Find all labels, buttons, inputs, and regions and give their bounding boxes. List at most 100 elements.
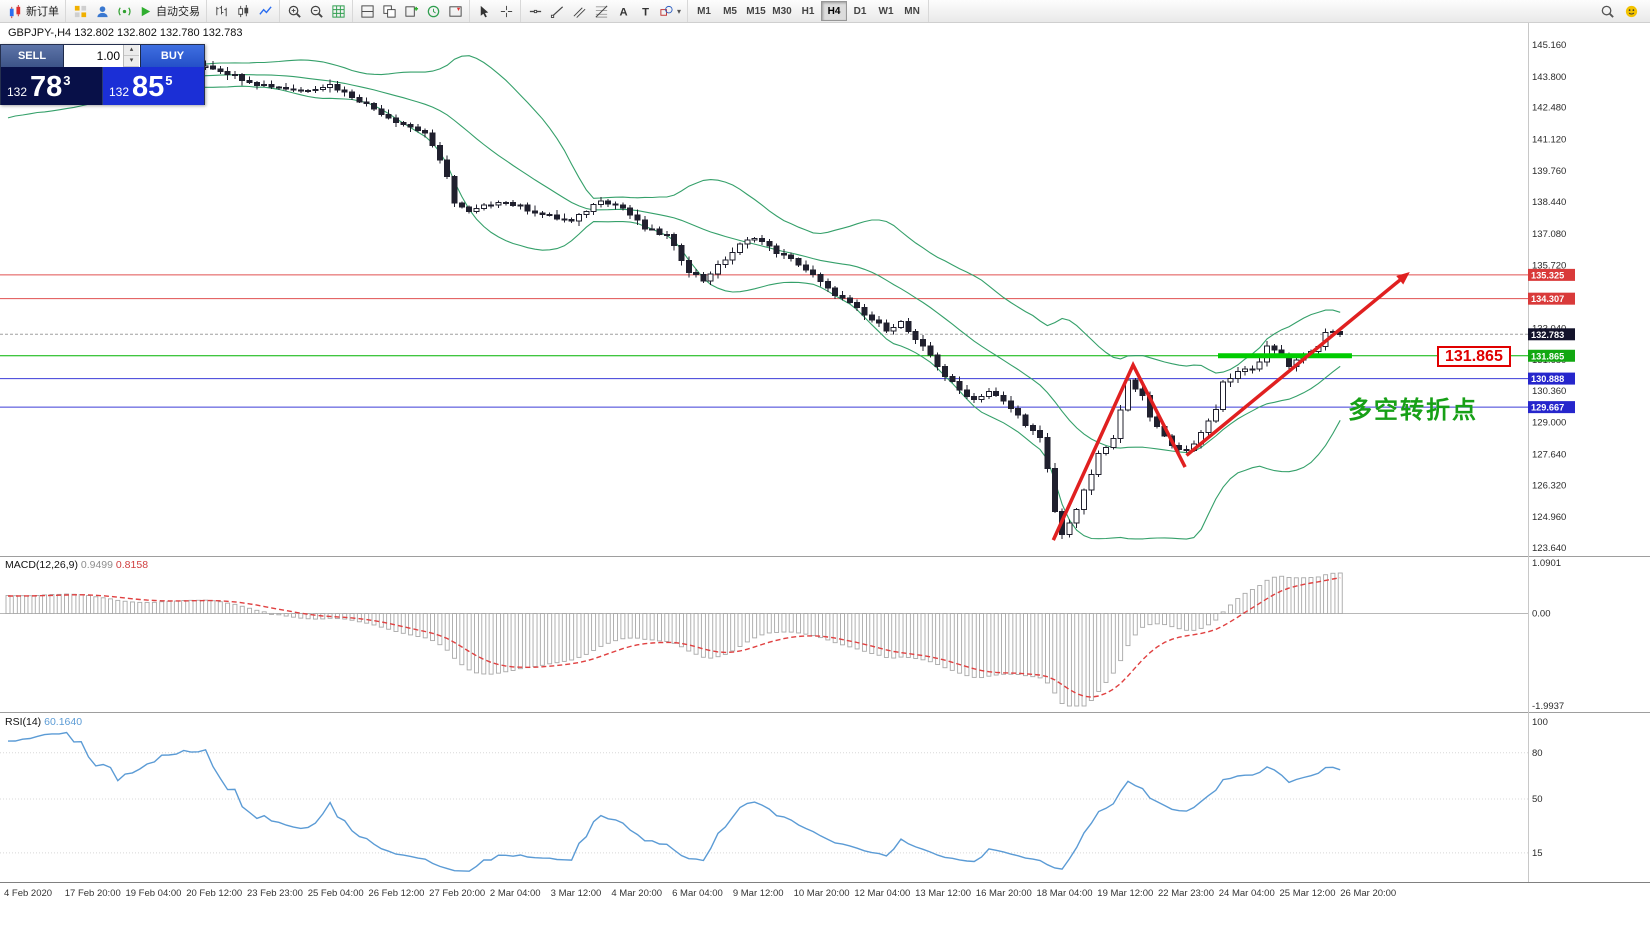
search-button[interactable] bbox=[1596, 1, 1618, 21]
price-badge-132.783 bbox=[1528, 328, 1575, 341]
svg-text:6 Mar 04:00: 6 Mar 04:00 bbox=[672, 888, 723, 899]
buy-price-panel[interactable]: 132 85 5 bbox=[103, 67, 204, 105]
market-watch-button[interactable] bbox=[91, 1, 113, 21]
sell-price-panel[interactable]: 132 78 3 bbox=[1, 67, 103, 105]
volume-decrease-button[interactable]: ▾ bbox=[124, 56, 139, 67]
volume-increase-button[interactable]: ▴ bbox=[124, 45, 139, 56]
svg-text:27 Feb 20:00: 27 Feb 20:00 bbox=[429, 888, 485, 899]
svg-text:141.120: 141.120 bbox=[1532, 134, 1566, 145]
trendline-button[interactable] bbox=[546, 1, 568, 21]
timeframe-M30-button[interactable]: M30 bbox=[769, 1, 795, 21]
channel-button[interactable] bbox=[568, 1, 590, 21]
data-window-button[interactable] bbox=[113, 1, 135, 21]
svg-text:0.00: 0.00 bbox=[1532, 609, 1551, 620]
trend-arrow[interactable] bbox=[1185, 276, 1404, 457]
time-axis[interactable]: 4 Feb 2020 17 Feb 20:00 19 Feb 04:00 20 Feb… bbox=[4, 888, 1396, 899]
timeframe-MN-button[interactable]: MN bbox=[899, 1, 925, 21]
buy-button[interactable]: BUY bbox=[141, 45, 204, 67]
price-pane[interactable] bbox=[0, 55, 1528, 541]
buy-price-main: 85 bbox=[132, 71, 165, 103]
cursor-button[interactable] bbox=[473, 1, 495, 21]
one-click-trading-widget: SELL ▴ ▾ BUY 132 78 3 132 85 5 bbox=[0, 44, 205, 105]
zoom-in-button[interactable] bbox=[283, 1, 305, 21]
macd-pane[interactable]: 1.0901 0.00 -1.9937 bbox=[0, 558, 1564, 712]
text-t-icon: T bbox=[642, 6, 649, 18]
price-axis[interactable]: 145.160 143.800 142.480 141.120 139.760 138.4… bbox=[1528, 40, 1575, 554]
svg-text:80: 80 bbox=[1532, 748, 1543, 759]
timeframe-W1-button[interactable]: W1 bbox=[873, 1, 899, 21]
hline-icon bbox=[529, 9, 541, 13]
svg-text:145.160: 145.160 bbox=[1532, 40, 1566, 51]
new-order-icon bbox=[9, 4, 21, 18]
zoom-out-button[interactable] bbox=[305, 1, 327, 21]
svg-text:T: T bbox=[642, 6, 649, 18]
support-price-tag: 131.865 bbox=[1437, 346, 1511, 367]
zigzag-arrow[interactable] bbox=[1051, 360, 1187, 541]
horizontal-line-button[interactable] bbox=[524, 1, 546, 21]
svg-text:25 Feb 04:00: 25 Feb 04:00 bbox=[308, 888, 364, 899]
new-order-button[interactable]: 新订单 bbox=[5, 1, 62, 21]
svg-text:13 Mar 12:00: 13 Mar 12:00 bbox=[915, 888, 971, 899]
label-button[interactable]: T bbox=[634, 1, 656, 21]
svg-text:130.888: 130.888 bbox=[1531, 374, 1564, 384]
svg-text:24 Mar 04:00: 24 Mar 04:00 bbox=[1219, 888, 1275, 899]
svg-text:130.360: 130.360 bbox=[1532, 386, 1566, 397]
turning-point-annotation: 多空转折点 bbox=[1348, 397, 1478, 424]
play-icon bbox=[141, 6, 151, 16]
svg-text:134.307: 134.307 bbox=[1531, 294, 1564, 304]
autotrading-button-label: 自动交易 bbox=[156, 6, 200, 18]
bollinger-upper bbox=[7, 55, 1341, 374]
rsi-indicator-label: RSI(14) 60.1640 bbox=[5, 716, 83, 728]
macd-panel-divider[interactable] bbox=[0, 554, 1650, 559]
tile-windows-button[interactable] bbox=[356, 1, 378, 21]
svg-text:18 Mar 04:00: 18 Mar 04:00 bbox=[1037, 888, 1093, 899]
crosshair-button[interactable] bbox=[495, 1, 517, 21]
autotrading-button[interactable]: 自动交易 bbox=[135, 1, 203, 21]
toolbar-group bbox=[207, 0, 280, 22]
svg-text:12 Mar 04:00: 12 Mar 04:00 bbox=[854, 888, 910, 899]
timeframe-M5-button[interactable]: M5 bbox=[717, 1, 743, 21]
shapes-button[interactable]: ▾ bbox=[656, 1, 684, 21]
price-badge-135.325 bbox=[1528, 268, 1575, 281]
crosshair-icon bbox=[500, 5, 512, 17]
svg-text:10 Mar 20:00: 10 Mar 20:00 bbox=[794, 888, 850, 899]
new-chart-button[interactable] bbox=[400, 1, 422, 21]
toolbar-group: A T ▾ bbox=[521, 0, 689, 22]
sell-button[interactable]: SELL bbox=[1, 45, 64, 67]
text-button[interactable]: A bbox=[612, 1, 634, 21]
svg-text:129.667: 129.667 bbox=[1531, 403, 1564, 413]
sell-price-pip: 3 bbox=[63, 73, 71, 88]
candlestick-button[interactable] bbox=[232, 1, 254, 21]
rsi-line bbox=[7, 731, 1341, 872]
line-chart-button[interactable] bbox=[254, 1, 276, 21]
grid-button[interactable] bbox=[327, 1, 349, 21]
charts-grid-button[interactable] bbox=[69, 1, 91, 21]
auto-scroll-button[interactable] bbox=[422, 1, 444, 21]
timeframe-H1-button[interactable]: H1 bbox=[795, 1, 821, 21]
svg-text:15: 15 bbox=[1532, 848, 1543, 859]
sell-price-prefix: 132 bbox=[7, 85, 28, 99]
svg-text:135.325: 135.325 bbox=[1531, 270, 1564, 280]
svg-text:138.440: 138.440 bbox=[1532, 197, 1566, 208]
fibonacci-button[interactable] bbox=[590, 1, 612, 21]
community-button[interactable] bbox=[1620, 1, 1642, 21]
cascade-windows-button[interactable] bbox=[378, 1, 400, 21]
volume-input[interactable] bbox=[64, 45, 123, 67]
shapes-icon bbox=[660, 5, 673, 16]
community-icon bbox=[1625, 5, 1637, 17]
rsi-panel-divider[interactable] bbox=[0, 710, 1650, 715]
timeframe-H4-button[interactable]: H4 bbox=[821, 1, 848, 21]
rsi-pane[interactable]: 100 80 50 15 bbox=[0, 717, 1548, 872]
timeframe-D1-button[interactable]: D1 bbox=[847, 1, 873, 21]
svg-text:2 Mar 04:00: 2 Mar 04:00 bbox=[490, 888, 541, 899]
timeframe-M1-button[interactable]: M1 bbox=[691, 1, 717, 21]
toolbar-group bbox=[280, 0, 353, 22]
chart-shift-button[interactable] bbox=[444, 1, 466, 21]
timeframe-M15-button[interactable]: M15 bbox=[743, 1, 769, 21]
channel-icon bbox=[573, 6, 585, 18]
svg-text:124.960: 124.960 bbox=[1532, 512, 1566, 523]
toolbar-group: 自动交易 bbox=[66, 0, 207, 22]
bar-chart-button[interactable] bbox=[210, 1, 232, 21]
svg-text:3 Mar 12:00: 3 Mar 12:00 bbox=[551, 888, 602, 899]
